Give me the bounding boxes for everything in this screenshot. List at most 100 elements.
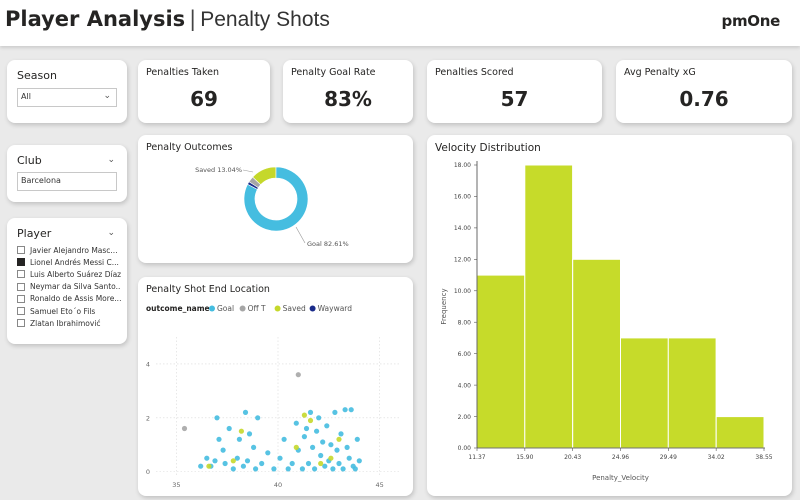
player-list: Javier Alejandro Masc... Lionel Andrés Me… xyxy=(17,244,121,329)
scatter-point-saved xyxy=(206,463,212,469)
scatter-point-goal xyxy=(312,466,318,472)
penalty-outcomes-card: Penalty Outcomes Saved 13.04% Goal 82.61% xyxy=(138,135,413,263)
chevron-down-icon: ⌄ xyxy=(103,91,111,101)
checkbox-icon[interactable] xyxy=(17,307,25,316)
chart-title: Velocity Distribution xyxy=(435,142,541,154)
club-dropdown[interactable]: Barcelona xyxy=(17,172,117,191)
checkbox-icon[interactable] xyxy=(17,319,25,328)
player-option-label: Neymar da Silva Santo... xyxy=(30,282,121,292)
player-option-label: Luis Alberto Suárez Díaz xyxy=(30,269,121,279)
y-tick-label: 0.00 xyxy=(458,445,472,452)
page-title: Player Analysis | Penalty Shots xyxy=(5,5,330,34)
y-tick-label: 14.00 xyxy=(454,225,471,232)
checkbox-icon[interactable] xyxy=(17,246,25,255)
x-tick-label: 24.96 xyxy=(612,454,629,461)
scatter-point-goal xyxy=(259,460,265,467)
scatter-point-goal xyxy=(310,444,316,450)
scatter-point-goal xyxy=(214,415,220,421)
player-slicer-label: Player xyxy=(17,227,52,240)
chevron-down-icon[interactable]: ⌄ xyxy=(107,155,115,165)
x-tick-label: 35 xyxy=(172,481,180,489)
scatter-point-saved xyxy=(318,460,324,467)
scatter-point-goal xyxy=(314,428,320,434)
checkbox-icon[interactable] xyxy=(17,270,25,279)
donut-label-saved: Saved 13.04% xyxy=(195,166,242,174)
scatter-point-off-t xyxy=(181,425,188,432)
player-option[interactable]: Ronaldo de Assis More... xyxy=(17,293,121,305)
scatter-point-goal xyxy=(204,455,210,461)
scatter-point-goal xyxy=(334,447,340,453)
season-dropdown[interactable]: All ⌄ xyxy=(17,88,117,107)
scatter-point-goal xyxy=(285,466,291,472)
y-tick-label: 4 xyxy=(146,360,150,368)
legend-marker xyxy=(309,305,316,312)
kpi-label: Penalties Scored xyxy=(435,67,514,78)
y-tick-label: 2.00 xyxy=(458,414,472,421)
x-tick-label: 38.55 xyxy=(755,454,772,461)
scatter-point-goal xyxy=(342,407,348,413)
chart-title: Penalty Outcomes xyxy=(146,142,233,153)
player-option[interactable]: Lionel Andrés Messi C... xyxy=(17,256,121,268)
scatter-point-goal xyxy=(356,458,362,464)
scatter-point-goal xyxy=(281,436,287,442)
scatter-point-goal xyxy=(226,425,232,432)
scatter-chart: outcome_name Goal Off T Saved Wayward 0 2 4 35 40… xyxy=(146,304,400,489)
scatter-point-goal xyxy=(318,452,324,459)
scatter-point-goal xyxy=(340,466,346,472)
scatter-point-goal xyxy=(316,415,322,421)
y-tick-label: 8.00 xyxy=(458,319,472,326)
scatter-point-goal xyxy=(346,455,352,461)
checkbox-icon[interactable] xyxy=(17,294,25,303)
x-tick-label: 40 xyxy=(274,481,282,489)
scatter-point-goal xyxy=(244,458,251,464)
player-option[interactable]: Samuel Eto´o Fils xyxy=(17,305,121,317)
y-tick-label: 16.00 xyxy=(454,194,471,201)
scatter-point-goal xyxy=(236,436,242,442)
scatter-point-goal xyxy=(322,463,328,469)
scatter-point-goal xyxy=(328,442,334,448)
scatter-point-goal xyxy=(220,447,226,453)
season-slicer: Season All ⌄ xyxy=(7,60,127,123)
player-option[interactable]: Luis Alberto Suárez Díaz xyxy=(17,268,121,280)
legend-marker xyxy=(209,305,215,312)
scatter-point-saved xyxy=(307,417,314,424)
scatter-point-goal xyxy=(332,409,338,415)
scatter-point-goal xyxy=(344,444,350,450)
scatter-point-goal xyxy=(240,463,246,469)
legend-label: Saved xyxy=(283,304,306,313)
player-option[interactable]: Javier Alejandro Masc... xyxy=(17,244,121,256)
scatter-point-goal xyxy=(305,460,312,467)
club-slicer-label: Club xyxy=(17,154,42,167)
y-tick-label: 2 xyxy=(146,414,150,422)
scatter-point-goal xyxy=(330,466,336,472)
player-option-label: Lionel Andrés Messi C... xyxy=(30,257,119,267)
page-title-main: Player Analysis xyxy=(5,7,186,31)
scatter-point-saved xyxy=(238,428,244,434)
season-slicer-label: Season xyxy=(17,69,57,82)
kpi-penalties-taken: Penalties Taken 69 xyxy=(138,60,270,123)
scatter-point-goal xyxy=(271,466,277,472)
kpi-value: 69 xyxy=(190,87,218,111)
player-option-label: Javier Alejandro Masc... xyxy=(30,245,118,255)
kpi-value: 0.76 xyxy=(679,87,729,111)
player-option[interactable]: Neymar da Silva Santo... xyxy=(17,281,121,293)
scatter-point-goal xyxy=(253,466,259,472)
chevron-down-icon[interactable]: ⌄ xyxy=(107,228,115,238)
y-tick-label: 6.00 xyxy=(458,351,472,358)
legend-label: Goal xyxy=(217,304,234,313)
player-slicer: Player ⌄ Javier Alejandro Masc... Lionel … xyxy=(7,218,127,344)
club-dropdown-value: Barcelona xyxy=(21,176,61,185)
scatter-point-goal xyxy=(336,460,342,467)
kpi-penalty-goal-rate: Penalty Goal Rate 83% xyxy=(283,60,413,123)
player-option[interactable]: Zlatan Ibrahimović xyxy=(17,317,121,329)
checkbox-icon[interactable] xyxy=(17,282,25,291)
scatter-point-goal xyxy=(303,425,310,432)
scatter-point-off-t xyxy=(295,372,301,378)
brand-logo: pmOne xyxy=(721,12,781,30)
scatter-point-goal xyxy=(307,409,314,415)
checkbox-icon[interactable] xyxy=(17,258,25,267)
histogram-bar xyxy=(620,337,669,449)
x-tick-label: 15.90 xyxy=(516,454,533,461)
donut-slice-off-t xyxy=(248,176,262,189)
scatter-point-saved xyxy=(336,436,342,442)
